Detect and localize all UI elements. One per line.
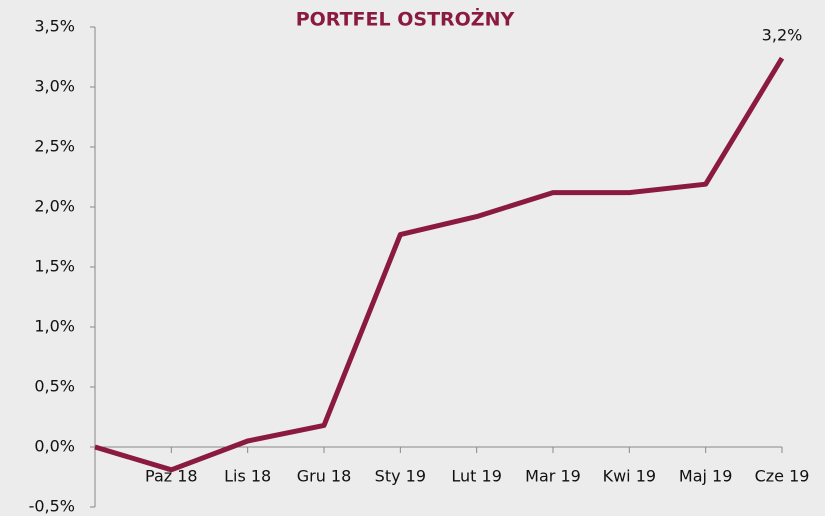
y-tick-label: 3,5%	[34, 17, 75, 36]
y-tick-label: 2,0%	[34, 197, 75, 216]
x-tick-label: Mar 19	[525, 467, 581, 486]
y-tick-label: 0,0%	[34, 437, 75, 456]
x-tick-label: Cze 19	[755, 467, 810, 486]
background	[0, 0, 825, 516]
chart: PORTFEL OSTROŻNY -0,5% 0,0% 0,5% 1,0% 1,5% 2,…	[0, 0, 825, 516]
x-tick-label: Sty 19	[375, 467, 426, 486]
y-tick-label: 0,5%	[34, 377, 75, 396]
y-tick-label: 3,0%	[34, 77, 75, 96]
page: PORTFEL OSTROŻNY -0,5% 0,0% 0,5% 1,0% 1,5% 2,…	[0, 0, 825, 516]
y-tick-label: 1,0%	[34, 317, 75, 336]
x-tick-label: Lis 18	[224, 467, 271, 486]
x-tick-label: Kwi 19	[603, 467, 656, 486]
y-tick-label: 2,5%	[34, 137, 75, 156]
x-tick-label: Lut 19	[451, 467, 502, 486]
y-tick-label: 1,5%	[34, 257, 75, 276]
value-label: 3,2%	[762, 26, 803, 45]
x-tick-label: Gru 18	[297, 467, 352, 486]
chart-title: PORTFEL OSTROŻNY	[296, 7, 515, 31]
y-tick-label: -0,5%	[29, 497, 75, 516]
x-tick-label: Maj 19	[679, 467, 733, 486]
